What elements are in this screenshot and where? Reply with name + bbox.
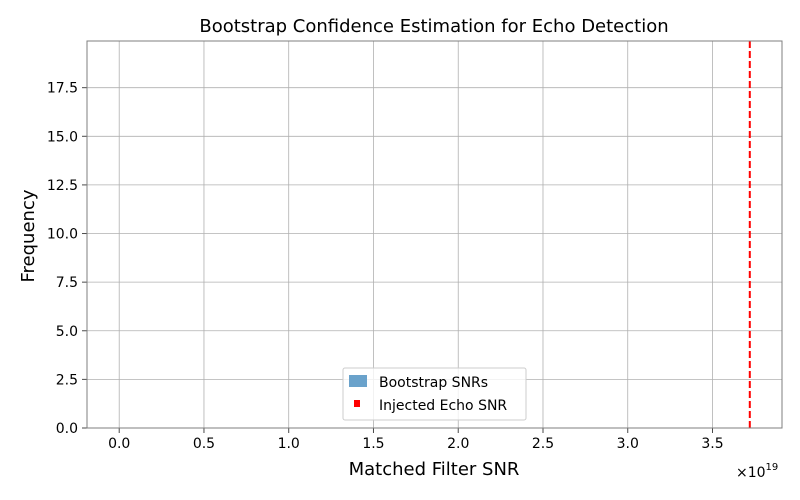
plot-frame (86, 40, 783, 429)
x-offset-text: ×1019 (736, 462, 778, 481)
x-offset-exponent: 19 (766, 462, 779, 473)
legend: Bootstrap SNRs Injected Echo SNR (342, 367, 527, 421)
y-tick-label-1: 2.5 (56, 372, 78, 388)
y-tick-label-4: 10.0 (47, 227, 78, 243)
legend-swatch-bootstrap-snrs (349, 375, 367, 387)
x-offset-base: ×10 (736, 465, 766, 481)
x-tick-label-0: 0.0 (108, 436, 130, 452)
grid (87, 41, 782, 429)
y-tick-label-7: 17.5 (47, 81, 78, 97)
y-tick-label-0: 0.0 (56, 421, 78, 437)
legend-label-injected-echo-snr: Injected Echo SNR (379, 398, 507, 414)
legend-swatch-injected-echo-snr (354, 400, 360, 407)
x-axis-label: Matched Filter SNR (349, 459, 520, 480)
y-axis-ticks: 0.0 2.5 5.0 7.5 10.0 12.5 15.0 17.5 (47, 81, 87, 437)
y-tick-label-3: 7.5 (56, 275, 78, 291)
x-tick-label-3: 1.5 (362, 436, 384, 452)
y-tick-label-5: 12.5 (47, 178, 78, 194)
x-axis-ticks: 0.0 0.5 1.0 1.5 2.0 2.5 3.0 3.5 (108, 428, 724, 452)
x-tick-label-7: 3.5 (701, 436, 723, 452)
x-tick-label-5: 2.5 (532, 436, 554, 452)
y-axis-label: Frequency (18, 189, 39, 282)
x-tick-label-2: 1.0 (278, 436, 300, 452)
x-tick-label-6: 3.0 (617, 436, 639, 452)
x-tick-label-1: 0.5 (193, 436, 215, 452)
chart-title: Bootstrap Confidence Estimation for Echo… (199, 16, 668, 37)
x-tick-label-4: 2.0 (447, 436, 469, 452)
y-tick-label-2: 5.0 (56, 324, 78, 340)
y-tick-label-6: 15.0 (47, 129, 78, 145)
legend-label-bootstrap-snrs: Bootstrap SNRs (379, 375, 488, 391)
legend-box (342, 367, 527, 421)
